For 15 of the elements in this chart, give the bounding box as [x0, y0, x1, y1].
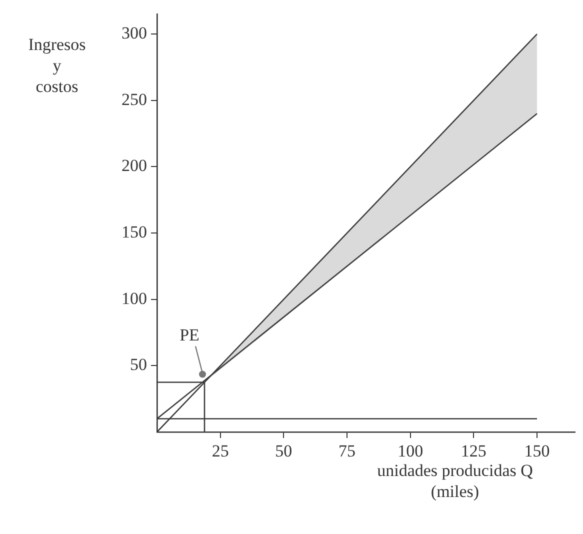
x-tick-label: 75: [338, 442, 356, 461]
y-tick-label: 250: [122, 90, 147, 109]
y-tick-label: 100: [122, 288, 147, 308]
x-tick-label: 25: [212, 442, 229, 461]
y-tick-label: 300: [122, 24, 147, 43]
y-tick-label: 200: [122, 156, 147, 176]
x-axis-title: unidades producidas Q (miles): [376, 460, 534, 502]
y-tick-label: 150: [122, 222, 147, 242]
y-tick-label: 50: [130, 355, 147, 374]
x-tick-label: 50: [275, 442, 292, 461]
x-tick-label: 150: [524, 442, 550, 461]
x-tick-label: 100: [398, 442, 424, 461]
x-tick-label: 125: [460, 442, 486, 461]
y-axis-title: Ingresos y costos: [27, 34, 87, 97]
annotation: PE: [180, 326, 200, 345]
